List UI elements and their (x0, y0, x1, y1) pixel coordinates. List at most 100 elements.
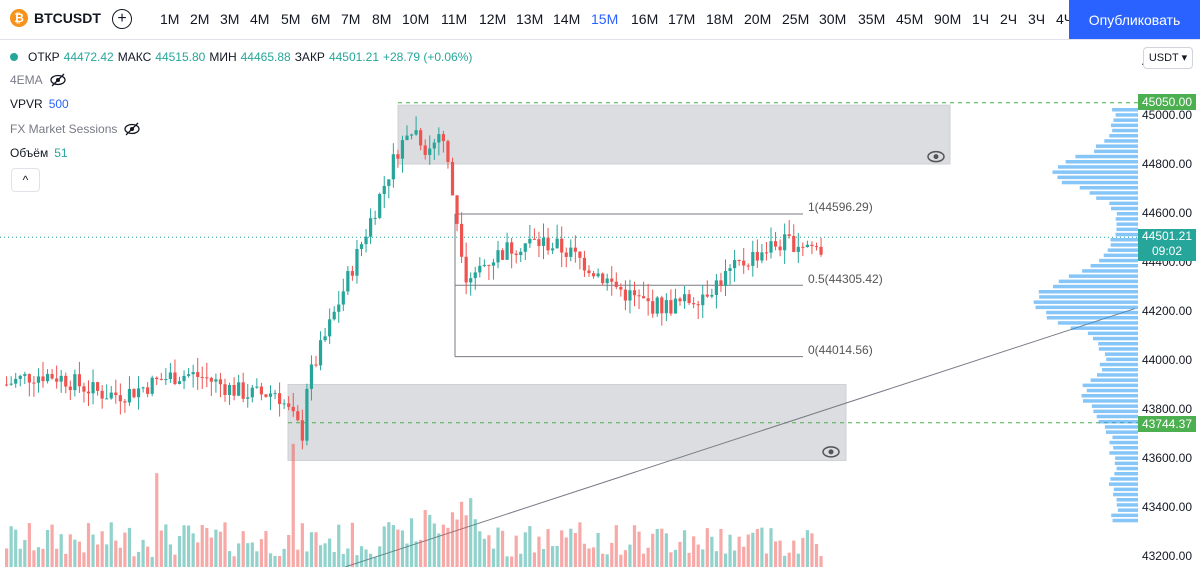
indicator-vpvr[interactable]: VPVR 500 (10, 97, 69, 111)
tab-timeframe-15M[interactable]: 15M (591, 11, 618, 27)
candle-body (742, 261, 745, 266)
vpvr-bar (1097, 373, 1138, 377)
eye-off-icon[interactable] (49, 73, 67, 87)
tab-timeframe-18M[interactable]: 18M (706, 11, 733, 27)
vpvr-bar (1116, 228, 1138, 232)
tab-timeframe-3Ч[interactable]: 3Ч (1028, 11, 1045, 27)
volume-bar (424, 510, 427, 567)
candle-body (278, 393, 281, 404)
volume-bar (501, 531, 504, 567)
tab-timeframe-4M[interactable]: 4M (250, 11, 269, 27)
currency-selector[interactable]: USDT ▾ (1143, 47, 1193, 69)
candle-body (806, 245, 809, 247)
tab-timeframe-3M[interactable]: 3M (220, 11, 239, 27)
vpvr-bar (1117, 503, 1138, 507)
candle-body (810, 245, 813, 246)
volume-bar (37, 547, 40, 567)
current-price: 44501.21 (1138, 229, 1196, 244)
candle-body (792, 236, 795, 252)
tab-timeframe-35M[interactable]: 35M (858, 11, 885, 27)
candle-body (328, 319, 331, 336)
tab-timeframe-1Ч[interactable]: 1Ч (972, 11, 989, 27)
vpvr-bar (1092, 404, 1138, 408)
candle-body (451, 162, 454, 195)
tab-timeframe-2M[interactable]: 2M (190, 11, 209, 27)
volume-bar (769, 528, 772, 567)
tab-timeframe-25M[interactable]: 25M (782, 11, 809, 27)
candle-body (196, 372, 199, 377)
indicator-volume[interactable]: Объём 51 (10, 146, 68, 160)
volume-bar (278, 556, 281, 567)
candle-body (701, 295, 704, 306)
collapse-legend-button[interactable]: ^ (11, 168, 40, 192)
tab-timeframe-5M[interactable]: 5M (281, 11, 300, 27)
vpvr-bar (1111, 207, 1138, 211)
candle-body (160, 379, 163, 380)
volume-bar (747, 535, 750, 567)
candle-body (246, 397, 249, 398)
vpvr-bar (1114, 488, 1138, 492)
tab-timeframe-14M[interactable]: 14M (553, 11, 580, 27)
publish-button[interactable]: Опубликовать (1069, 0, 1200, 39)
volume-bar (674, 550, 677, 567)
tab-timeframe-16M[interactable]: 16M (631, 11, 658, 27)
tab-timeframe-1M[interactable]: 1M (160, 11, 179, 27)
bitcoin-icon: ₿ (10, 9, 28, 27)
tab-timeframe-7M[interactable]: 7M (341, 11, 360, 27)
candle-body (214, 379, 217, 381)
candle-body (410, 134, 413, 135)
candle-body (233, 385, 236, 396)
volume-bar (387, 522, 390, 567)
tab-timeframe-13M[interactable]: 13M (516, 11, 543, 27)
candle-body (41, 376, 44, 381)
candle-body (515, 254, 518, 255)
volume-bar (738, 537, 741, 567)
eye-off-icon[interactable] (123, 122, 141, 136)
tab-timeframe-6M[interactable]: 6M (311, 11, 330, 27)
price-axis-label: 45000.00 (1142, 108, 1192, 122)
volume-bar (383, 526, 386, 567)
indicator-fx-sessions[interactable]: FX Market Sessions (10, 122, 141, 136)
volume-bar (742, 547, 745, 567)
tab-timeframe-17M[interactable]: 17M (668, 11, 695, 27)
tab-timeframe-12M[interactable]: 12M (479, 11, 506, 27)
add-symbol-button[interactable]: + (112, 9, 132, 29)
candle-body (283, 403, 286, 404)
volume-bar (82, 552, 85, 567)
volume-bar (101, 531, 104, 567)
indicator-4ema[interactable]: 4EMA (10, 73, 67, 87)
volume-bar (169, 544, 172, 567)
candle-body (442, 134, 445, 141)
candle-body (506, 242, 509, 260)
candle-body (392, 154, 395, 179)
tab-timeframe-45M[interactable]: 45M (896, 11, 923, 27)
candle-body (706, 295, 709, 297)
symbol-name[interactable]: BTCUSDT (34, 10, 101, 26)
vpvr-bar (1110, 477, 1138, 481)
volume-bar (283, 549, 286, 567)
candle-body (360, 244, 363, 249)
vpvr-bar (1039, 295, 1138, 299)
price-chart[interactable] (0, 40, 1200, 567)
symbol-selector[interactable]: ₿ BTCUSDT (10, 9, 101, 27)
tab-timeframe-8M[interactable]: 8M (372, 11, 391, 27)
open-label: ОТКР (28, 50, 60, 64)
tab-timeframe-10M[interactable]: 10M (402, 11, 429, 27)
tab-timeframe-2Ч[interactable]: 2Ч (1000, 11, 1017, 27)
candle-body (173, 372, 176, 384)
candle-body (601, 274, 604, 284)
vpvr-bar (1094, 150, 1138, 154)
volume-bar (692, 536, 695, 567)
fib-level-1: 1(44596.29) (808, 200, 873, 214)
tab-timeframe-11M[interactable]: 11M (441, 11, 467, 27)
candle-body (487, 265, 490, 266)
tab-timeframe-90M[interactable]: 90M (934, 11, 961, 27)
tab-timeframe-20M[interactable]: 20M (744, 11, 771, 27)
candle-body (396, 154, 399, 158)
volume-bar (779, 541, 782, 567)
candle-body (55, 378, 58, 381)
price-axis-label: 43600.00 (1142, 451, 1192, 465)
price-axis-label: 44800.00 (1142, 157, 1192, 171)
vpvr-bar (1113, 493, 1138, 497)
tab-timeframe-30M[interactable]: 30M (819, 11, 846, 27)
